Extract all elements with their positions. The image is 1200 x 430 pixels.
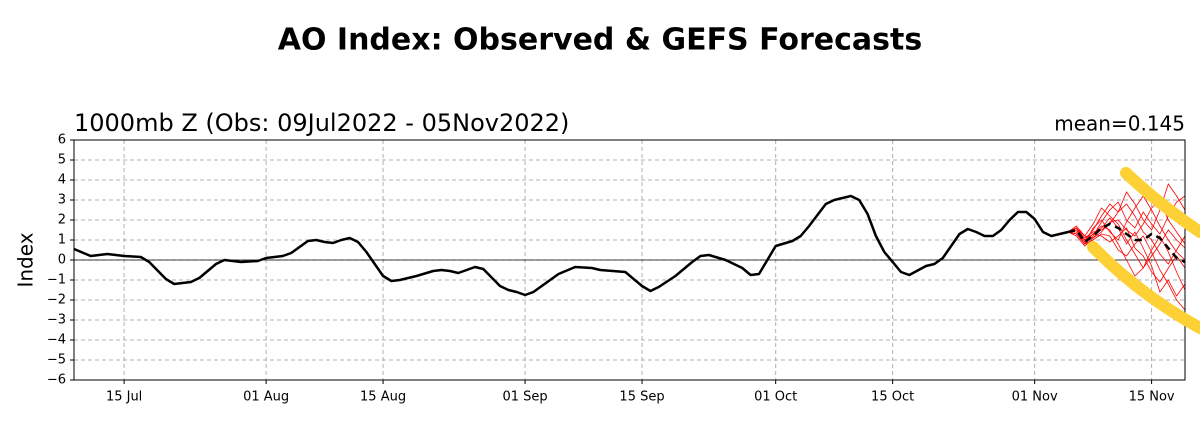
observed-line (73, 194, 1069, 297)
ensemble-member (1067, 217, 1186, 297)
y-tick-label: 1 (58, 233, 66, 248)
y-tick-label: 0 (58, 253, 66, 268)
x-tick-label: 15 Oct (871, 390, 914, 405)
y-tick-label: −3 (47, 313, 66, 328)
x-tick-label: 01 Oct (754, 390, 797, 405)
y-tick-label: 5 (58, 153, 66, 168)
y-tick-label: −6 (47, 373, 66, 388)
y-axis-label: Index (14, 232, 38, 287)
x-tick-label: 01 Sep (502, 390, 547, 405)
ensemble-member (1068, 231, 1186, 311)
x-tick-label: 15 Aug (360, 390, 406, 405)
y-tick-label: −2 (47, 293, 66, 308)
plot-area: −6 −5 −4 −3 −2 −1 0 1 2 3 4 5 6 15 Jul 01 Aug 15 Aug 01 … (47, 133, 1186, 405)
highlight-stroke (1087, 241, 1200, 334)
y-tick-label: 3 (58, 193, 66, 208)
mean-annotation: mean=0.145 (1054, 112, 1185, 136)
x-tick-label: 15 Nov (1129, 390, 1175, 405)
x-tick-label: 01 Nov (1012, 390, 1058, 405)
x-tick-label: 15 Jul (106, 390, 142, 405)
y-tick-label: −1 (47, 273, 66, 288)
highlight (1087, 167, 1200, 334)
x-tick-label: 15 Sep (619, 390, 664, 405)
y-tick-label: 4 (58, 173, 66, 188)
highlight-stroke (1120, 167, 1200, 238)
chart-subtitle: 1000mb Z (Obs: 09Jul2022 - 05Nov2022) (74, 109, 569, 137)
forecast-mean-line (1067, 222, 1186, 264)
plot-frame (73, 139, 1186, 381)
y-tick-label: −4 (47, 333, 66, 348)
y-tick-label: −5 (47, 353, 66, 368)
chart-title: AO Index: Observed & GEFS Forecasts (278, 23, 922, 58)
y-tick-label: 6 (58, 133, 66, 148)
y-tick-label: 2 (58, 213, 66, 228)
ensemble-member (1067, 203, 1186, 265)
x-tick-label: 01 Aug (243, 390, 289, 405)
